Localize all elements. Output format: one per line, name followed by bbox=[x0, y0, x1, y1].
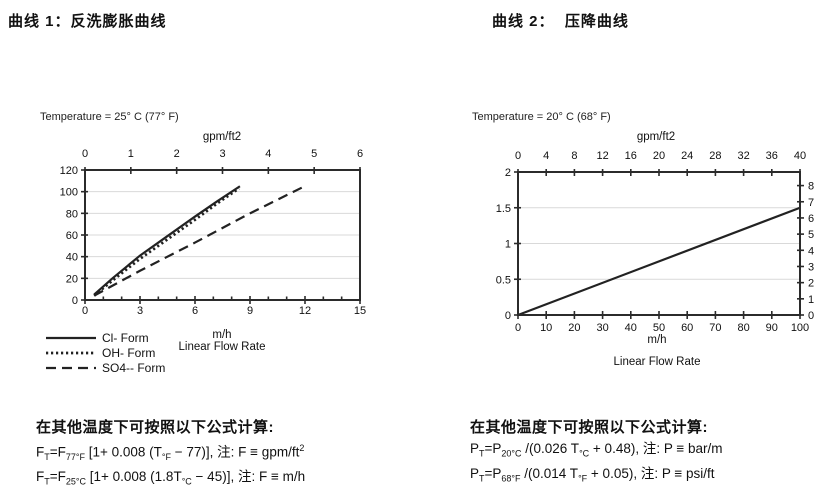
svg-text:70: 70 bbox=[709, 322, 721, 334]
svg-text:8: 8 bbox=[808, 181, 814, 193]
svg-text:50: 50 bbox=[653, 322, 665, 334]
svg-text:0: 0 bbox=[808, 310, 814, 322]
svg-text:60: 60 bbox=[66, 230, 78, 242]
curve2-x-axis-label: Linear Flow Rate bbox=[613, 356, 701, 368]
svg-text:10: 10 bbox=[540, 322, 552, 334]
svg-text:80: 80 bbox=[66, 208, 78, 220]
svg-text:90: 90 bbox=[766, 322, 778, 334]
svg-text:32: 32 bbox=[737, 150, 749, 162]
curve2-top-axis-unit: gpm/ft2 bbox=[636, 131, 676, 143]
curve2-title: 曲线 2： 压降曲线 bbox=[492, 13, 629, 30]
svg-text:0: 0 bbox=[515, 150, 521, 162]
legend-label: Cl- Form bbox=[102, 330, 149, 345]
svg-text:12: 12 bbox=[299, 305, 311, 317]
dashed-line-sample-icon bbox=[46, 366, 96, 369]
svg-text:2: 2 bbox=[808, 278, 814, 290]
svg-text:20: 20 bbox=[653, 150, 665, 162]
svg-text:20: 20 bbox=[568, 322, 580, 334]
svg-text:6: 6 bbox=[357, 148, 363, 160]
curve1-top-axis-unit: gpm/ft2 bbox=[202, 131, 242, 143]
curve1-formula-block: 在其他温度下可按照以下公式计算: FT=F77°F [1+ 0.008 (T°F… bbox=[36, 416, 305, 492]
svg-text:120: 120 bbox=[60, 165, 78, 177]
svg-text:12: 12 bbox=[596, 150, 608, 162]
curve1-formula-line-2: FT=F25°C [1+ 0.008 (1.8T°C − 45)], 注: F … bbox=[36, 469, 306, 487]
svg-text:0: 0 bbox=[82, 148, 88, 160]
svg-text:1: 1 bbox=[128, 148, 134, 160]
svg-text:40: 40 bbox=[625, 322, 637, 334]
svg-text:60: 60 bbox=[681, 322, 693, 334]
curve2-x-axis-unit: m/h bbox=[647, 334, 667, 346]
curve1-temperature-note: Temperature = 25° C (77° F) bbox=[40, 111, 179, 123]
svg-text:0: 0 bbox=[72, 295, 78, 307]
curve2-formula-line-2: PT=P68°F /(0.014 T°F + 0.05), 注: P ≡ psi… bbox=[470, 465, 715, 484]
curve2-temperature-note: Temperature = 20° C (68° F) bbox=[472, 111, 611, 123]
curve1-x-axis-label: Linear Flow Rate bbox=[178, 341, 266, 353]
curve2-formula-line-1: PT=P20°C /(0.026 T°C + 0.48), 注: P ≡ bar… bbox=[470, 441, 723, 459]
svg-text:30: 30 bbox=[596, 322, 608, 334]
svg-text:36: 36 bbox=[766, 150, 778, 162]
svg-text:0.5: 0.5 bbox=[496, 274, 511, 286]
svg-text:100: 100 bbox=[791, 322, 809, 334]
svg-text:0: 0 bbox=[505, 310, 511, 322]
svg-text:40: 40 bbox=[66, 252, 78, 264]
svg-text:3: 3 bbox=[219, 148, 225, 160]
svg-text:0: 0 bbox=[82, 305, 88, 317]
svg-text:40: 40 bbox=[794, 150, 806, 162]
solid-line-sample-icon bbox=[46, 336, 96, 339]
svg-text:2: 2 bbox=[174, 148, 180, 160]
svg-text:9: 9 bbox=[247, 305, 253, 317]
svg-text:6: 6 bbox=[808, 213, 814, 225]
curve1-x-axis-unit: m/h bbox=[212, 329, 232, 341]
svg-text:4: 4 bbox=[265, 148, 271, 160]
curve1-formula-heading: 在其他温度下可按照以下公式计算: bbox=[36, 419, 274, 436]
curve2-formula-block: 在其他温度下可按照以下公式计算: PT=P20°C /(0.026 T°C + … bbox=[470, 416, 722, 488]
svg-text:4: 4 bbox=[543, 150, 549, 162]
legend-label: OH- Form bbox=[102, 345, 156, 360]
legend-item-dashed: SO4-- Form bbox=[44, 360, 165, 375]
svg-text:8: 8 bbox=[571, 150, 577, 162]
svg-text:3: 3 bbox=[137, 305, 143, 317]
svg-text:15: 15 bbox=[354, 305, 366, 317]
svg-text:5: 5 bbox=[808, 229, 814, 241]
svg-text:1: 1 bbox=[808, 294, 814, 306]
svg-text:28: 28 bbox=[709, 150, 721, 162]
svg-text:100: 100 bbox=[60, 187, 78, 199]
curve1-title: 曲线 1：反洗膨胀曲线 bbox=[8, 13, 167, 30]
svg-text:6: 6 bbox=[192, 305, 198, 317]
svg-text:7: 7 bbox=[808, 197, 814, 209]
curve1-legend: Cl- Form OH- Form SO4-- Form bbox=[44, 330, 165, 375]
legend-label: SO4-- Form bbox=[102, 360, 166, 375]
svg-text:1.5: 1.5 bbox=[496, 203, 511, 215]
svg-text:80: 80 bbox=[737, 322, 749, 334]
curve1-formula-line-1: FT=F77°F [1+ 0.008 (T°F − 77)], 注: F ≡ g… bbox=[36, 443, 305, 463]
svg-text:4: 4 bbox=[808, 245, 814, 257]
svg-text:3: 3 bbox=[808, 261, 814, 273]
svg-text:5: 5 bbox=[311, 148, 317, 160]
svg-text:1: 1 bbox=[505, 239, 511, 251]
svg-text:20: 20 bbox=[66, 273, 78, 285]
curve2-formula-heading: 在其他温度下可按照以下公式计算: bbox=[470, 419, 708, 436]
svg-text:2: 2 bbox=[505, 167, 511, 179]
svg-text:0: 0 bbox=[515, 322, 521, 334]
pressure-drop-chart: 0 4 8 12 16 20 24 28 32 36 400 10 20 30 40 50 60 70 80 90 10… bbox=[496, 150, 814, 334]
svg-text:24: 24 bbox=[681, 150, 693, 162]
svg-text:16: 16 bbox=[625, 150, 637, 162]
dotted-line-sample-icon bbox=[46, 351, 96, 354]
legend-item-dotted: OH- Form bbox=[44, 345, 165, 360]
legend-item-solid: Cl- Form bbox=[44, 330, 165, 345]
